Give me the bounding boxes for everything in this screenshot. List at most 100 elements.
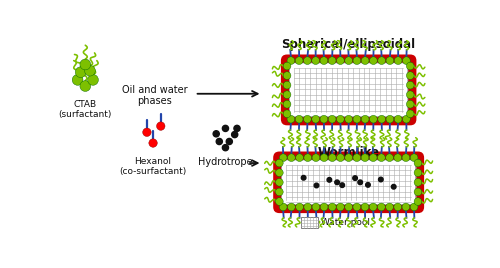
Circle shape [336,115,344,123]
Circle shape [283,91,291,99]
Circle shape [304,57,311,65]
Circle shape [280,203,287,211]
Circle shape [320,154,328,162]
Circle shape [406,100,414,108]
Circle shape [358,180,362,185]
Circle shape [280,154,287,162]
Circle shape [296,154,304,162]
Circle shape [304,154,312,162]
Circle shape [340,183,344,188]
Circle shape [392,184,396,189]
Circle shape [232,132,238,138]
Circle shape [283,100,291,108]
Circle shape [402,57,410,65]
Circle shape [283,81,291,89]
Circle shape [362,57,369,65]
Circle shape [283,62,291,70]
Circle shape [414,198,422,205]
Circle shape [406,110,414,118]
Circle shape [304,203,312,211]
Circle shape [156,122,165,130]
Circle shape [276,198,283,205]
Circle shape [234,125,240,132]
Circle shape [406,72,414,79]
Circle shape [353,176,358,180]
Circle shape [296,203,304,211]
Circle shape [216,138,222,144]
Circle shape [366,183,370,187]
Circle shape [283,110,291,118]
Circle shape [328,203,336,211]
Circle shape [328,115,336,123]
Circle shape [386,57,394,65]
Circle shape [394,115,402,123]
Circle shape [353,203,360,211]
Circle shape [370,57,378,65]
Circle shape [394,154,402,162]
Circle shape [386,115,394,123]
FancyBboxPatch shape [301,217,318,228]
Circle shape [80,59,90,70]
Circle shape [336,154,344,162]
Text: Oil and water
phases: Oil and water phases [122,84,188,106]
Circle shape [283,72,291,79]
Circle shape [410,154,418,162]
Circle shape [320,203,328,211]
Circle shape [406,91,414,99]
Text: Hydrotrope: Hydrotrope [198,157,253,167]
Circle shape [345,203,352,211]
Circle shape [386,154,394,162]
Circle shape [314,183,319,188]
FancyBboxPatch shape [273,151,424,213]
Circle shape [414,188,422,196]
Circle shape [328,154,336,162]
Circle shape [378,177,383,182]
Circle shape [149,139,158,147]
Circle shape [345,115,352,123]
Circle shape [402,115,410,123]
Circle shape [287,57,295,65]
Circle shape [402,154,410,162]
Circle shape [302,176,306,180]
Circle shape [394,203,402,211]
Circle shape [410,203,418,211]
Circle shape [378,154,385,162]
Circle shape [296,115,303,123]
Circle shape [276,188,283,196]
Circle shape [226,138,232,144]
Circle shape [362,115,369,123]
Circle shape [72,75,83,85]
Circle shape [320,115,328,123]
Circle shape [312,115,320,123]
Circle shape [276,169,283,177]
Text: Wormlike: Wormlike [318,146,380,159]
Circle shape [320,57,328,65]
Circle shape [361,154,369,162]
Circle shape [222,125,228,132]
Circle shape [88,75,99,85]
Circle shape [287,115,295,123]
Text: Spherical/ellipsoidal: Spherical/ellipsoidal [282,38,416,51]
Circle shape [361,203,369,211]
Circle shape [276,159,283,167]
Circle shape [336,57,344,65]
Circle shape [378,203,385,211]
Circle shape [386,203,394,211]
Circle shape [288,203,295,211]
Circle shape [327,177,332,182]
FancyBboxPatch shape [281,54,416,125]
Circle shape [288,154,295,162]
Text: Water pool: Water pool [321,218,370,227]
Circle shape [335,180,340,185]
Text: Hexanol
(co-surfactant): Hexanol (co-surfactant) [120,157,186,176]
Circle shape [213,131,220,137]
Circle shape [84,65,96,76]
Circle shape [276,178,283,186]
Circle shape [336,203,344,211]
Circle shape [414,178,422,186]
FancyBboxPatch shape [282,160,416,205]
Circle shape [370,115,378,123]
Circle shape [76,67,86,78]
Circle shape [80,81,90,91]
Circle shape [406,62,414,70]
